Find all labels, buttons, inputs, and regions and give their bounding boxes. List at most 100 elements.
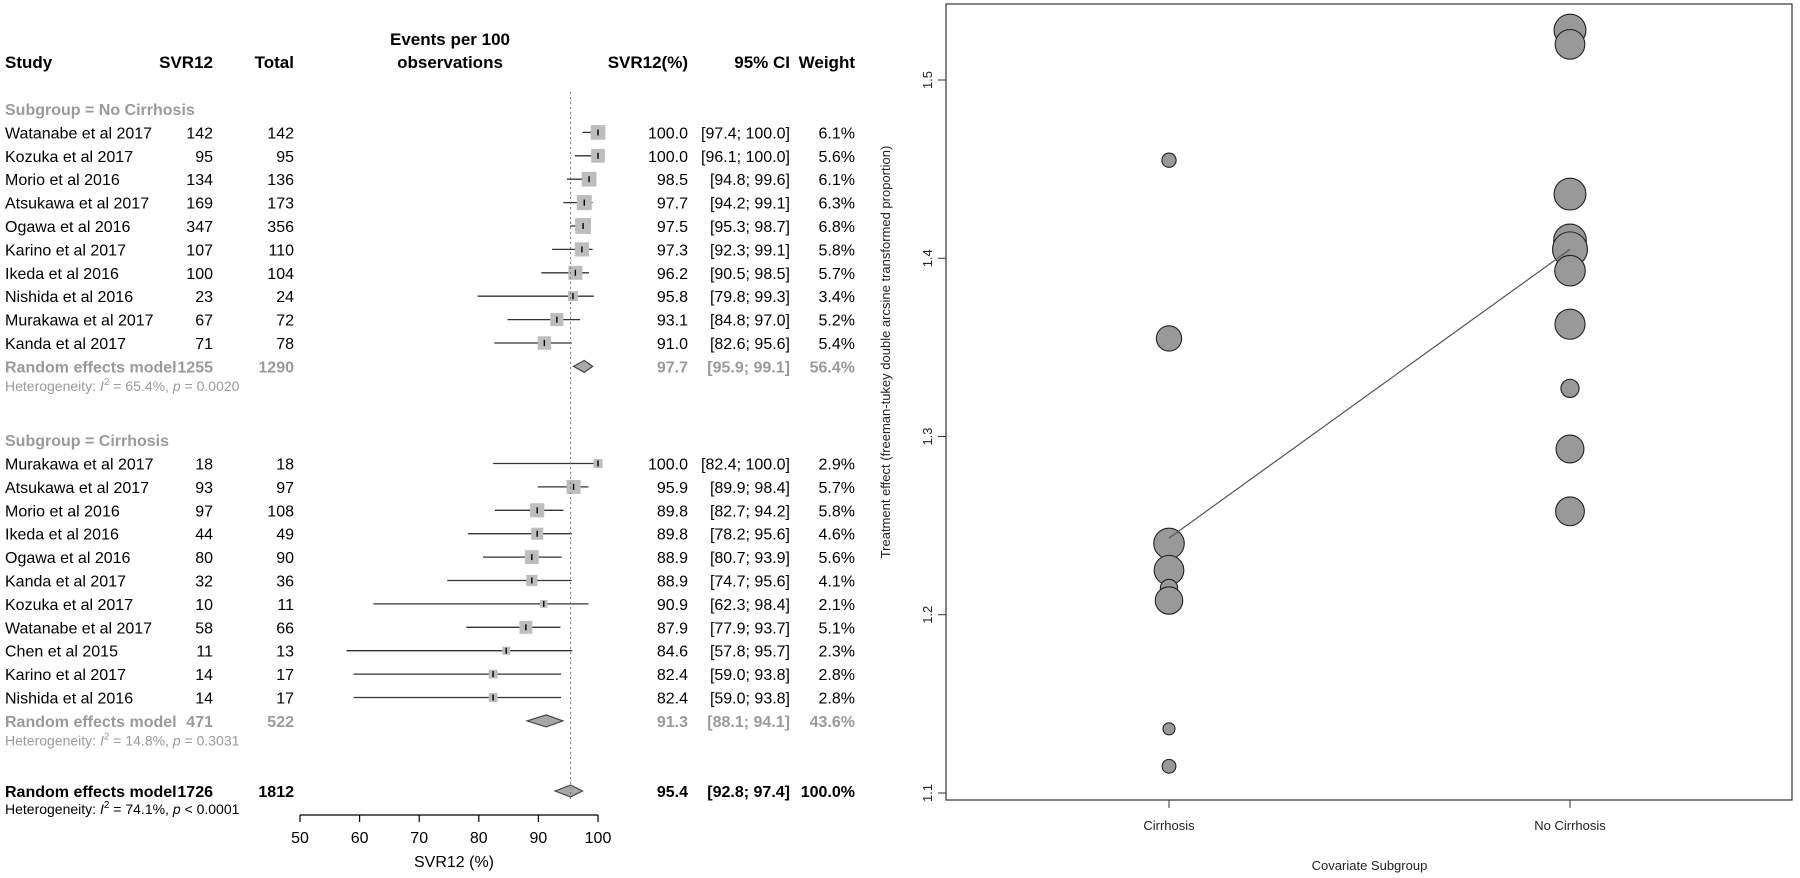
overall-heterogeneity: Heterogeneity: I2 = 74.1%, p < 0.0001 <box>5 800 240 817</box>
study-row-1-2-name: Morio et al 2016 <box>5 503 120 520</box>
study-row-0-6-name: Ikeda et al 2016 <box>5 266 119 283</box>
study-row-0-3-weight: 6.3% <box>819 196 855 213</box>
study-row-1-9-name: Karino et al 2017 <box>5 667 126 684</box>
y-tick-label-0: 1.1 <box>920 784 935 802</box>
study-row-0-2-ci: [94.8; 99.6] <box>710 172 790 189</box>
study-row-0-3-ci: [94.2; 99.1] <box>710 196 790 213</box>
subgroup-pooled-1-events: 471 <box>186 714 213 731</box>
subgroup-pooled-1-total: 522 <box>267 714 294 731</box>
subgroup-pooled-1-weight: 43.6% <box>810 714 855 731</box>
study-row-0-2-total: 136 <box>267 172 294 189</box>
study-row-1-4-name: Ogawa et al 2016 <box>5 550 131 567</box>
study-row-1-6-ci: [62.3; 98.4] <box>710 597 790 614</box>
study-row-0-6-events: 100 <box>186 266 213 283</box>
x-tick-label-0: 50 <box>291 830 309 847</box>
header-total: Total <box>255 53 294 72</box>
subgroup-pooled-0-diamond <box>572 359 594 374</box>
x-tick-label-1: No Cirrhosis <box>1534 818 1606 833</box>
study-row-1-2-estimate: 89.8 <box>657 503 688 520</box>
study-row-0-8-weight: 5.2% <box>819 313 855 330</box>
y-tick-label-4: 1.5 <box>920 71 935 89</box>
header-weight: Weight <box>799 53 856 72</box>
study-row-1-5-ci: [74.7; 95.6] <box>710 574 790 591</box>
study-row-1-1-name: Atsukawa et al 2017 <box>5 480 149 497</box>
study-row-0-4-estimate: 97.5 <box>657 219 688 236</box>
study-row-1-8-estimate: 84.6 <box>657 644 688 661</box>
study-row-0-8-name: Murakawa et al 2017 <box>5 313 154 330</box>
bubble-point-2 <box>1153 527 1185 560</box>
study-row-0-3-total: 173 <box>267 196 294 213</box>
study-row-1-9-events: 14 <box>195 667 213 684</box>
study-row-1-4-estimate: 88.9 <box>657 550 688 567</box>
bubble-point-14 <box>1554 308 1586 340</box>
bubble-point-0 <box>1161 152 1177 168</box>
header-plot-line1: Events per 100 <box>390 30 510 49</box>
subgroup-pooled-0-estimate: 97.7 <box>657 359 688 376</box>
overall-pooled-ci: [92.8; 97.4] <box>707 784 790 801</box>
study-row-0-1-estimate: 100.0 <box>648 149 688 166</box>
forest-plot: Study SVR12 Total Events per 100 observation… <box>5 30 856 871</box>
y-axis-label: Treatment effect (freeman-tukey double a… <box>878 146 893 559</box>
study-row-0-9-weight: 5.4% <box>819 336 855 353</box>
study-row-1-1-estimate: 95.9 <box>657 480 688 497</box>
subgroup-heterogeneity-0: Heterogeneity: I2 = 65.4%, p = 0.0020 <box>5 377 240 394</box>
subgroup-title-1: Subgroup = Cirrhosis <box>5 433 169 450</box>
meta-regression-bubble-plot: 1.1 1.2 1.3 1.4 1.5 Treatment effect (freeman… <box>878 3 1793 873</box>
bubble-point-6 <box>1162 722 1176 736</box>
study-row-1-3-events: 44 <box>195 527 213 544</box>
bubble-point-16 <box>1555 434 1585 464</box>
header-plot-line2: observations <box>397 53 503 72</box>
study-row-0-0-estimate: 100.0 <box>648 125 688 142</box>
study-row-1-2-ci: [82.7; 94.2] <box>710 503 790 520</box>
study-row-1-7-events: 58 <box>195 620 213 637</box>
study-row-1-9-ci: [59.0; 93.8] <box>710 667 790 684</box>
subgroup-pooled-0-total: 1290 <box>258 359 294 376</box>
study-row-1-8-weight: 2.3% <box>819 644 855 661</box>
x-tick-label-3: 80 <box>470 830 488 847</box>
bubble-point-9 <box>1554 28 1586 60</box>
study-row-1-10-name: Nishida et al 2016 <box>5 691 133 708</box>
study-row-1-5-weight: 4.1% <box>819 574 855 591</box>
subgroup-pooled-0-weight: 56.4% <box>810 359 855 376</box>
study-row-1-7-weight: 5.1% <box>819 620 855 637</box>
study-row-1-6-events: 10 <box>195 597 213 614</box>
study-row-1-4-events: 80 <box>195 550 213 567</box>
study-row-0-1-name: Kozuka et al 2017 <box>5 149 133 166</box>
overall-pooled-total: 1812 <box>258 784 294 801</box>
study-row-1-4-ci: [80.7; 93.9] <box>710 550 790 567</box>
study-row-1-1-ci: [89.9; 98.4] <box>710 480 790 497</box>
study-row-1-3-total: 49 <box>276 527 294 544</box>
overall-pooled-events: 1726 <box>177 784 213 801</box>
subgroup-pooled-0-ci: [95.9; 99.1] <box>707 359 790 376</box>
study-row-0-4-ci: [95.3; 98.7] <box>710 219 790 236</box>
study-row-1-0-estimate: 100.0 <box>648 457 688 474</box>
y-tick-label-2: 1.3 <box>920 427 935 445</box>
study-row-0-2-events: 134 <box>186 172 213 189</box>
x-tick-label-5: 100 <box>585 830 612 847</box>
subgroup-pooled-0-label: Random effects model <box>5 359 177 376</box>
study-row-0-0-name: Watanabe et al 2017 <box>5 125 152 142</box>
study-row-0-9-ci: [82.6; 95.6] <box>710 336 790 353</box>
study-row-1-9-weight: 2.8% <box>819 667 855 684</box>
y-tick-label-3: 1.4 <box>920 249 935 267</box>
regression-line <box>1168 248 1571 539</box>
study-row-0-3-estimate: 97.7 <box>657 196 688 213</box>
study-row-0-9-name: Kanda et al 2017 <box>5 336 126 353</box>
study-row-1-2-events: 97 <box>195 503 213 520</box>
study-row-0-8-ci: [84.8; 97.0] <box>710 313 790 330</box>
bubble-point-15 <box>1560 378 1580 399</box>
header-estimate: SVR12(%) <box>608 53 688 72</box>
study-row-0-1-total: 95 <box>276 149 294 166</box>
x-tick-label-1: 60 <box>351 830 369 847</box>
subgroup-title-0: Subgroup = No Cirrhosis <box>5 102 195 119</box>
study-row-0-0-weight: 6.1% <box>819 125 855 142</box>
study-row-1-8-ci: [57.8; 95.7] <box>710 644 790 661</box>
overall-pooled-label: Random effects model <box>5 784 177 801</box>
study-row-1-0-ci: [82.4; 100.0] <box>701 457 790 474</box>
study-row-0-9-events: 71 <box>195 336 213 353</box>
study-row-1-0-total: 18 <box>276 457 294 474</box>
study-row-1-6-total: 11 <box>277 597 294 614</box>
subgroup-pooled-1-diamond <box>525 714 565 728</box>
study-row-1-10-weight: 2.8% <box>819 691 855 708</box>
study-row-1-2-total: 108 <box>267 503 294 520</box>
